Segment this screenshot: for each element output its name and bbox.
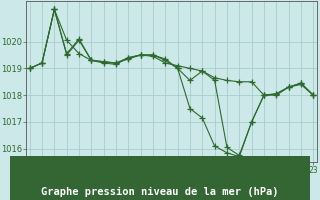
Text: Graphe pression niveau de la mer (hPa): Graphe pression niveau de la mer (hPa) (41, 187, 279, 197)
